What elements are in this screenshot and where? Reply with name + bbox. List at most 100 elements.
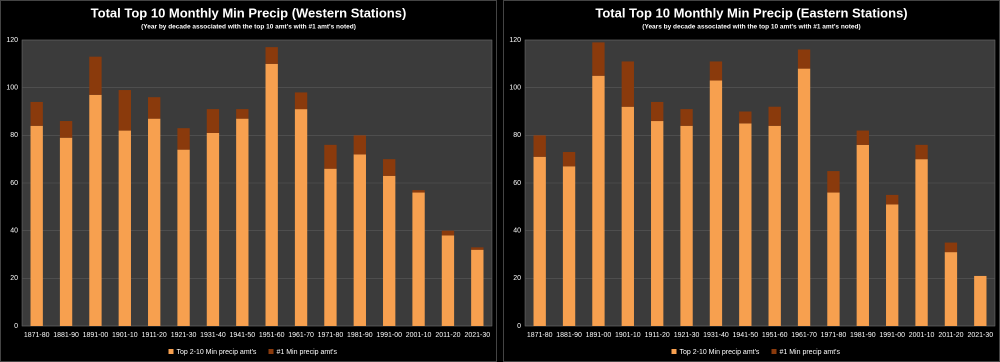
legend-swatch	[671, 349, 677, 354]
x-tick-label: 1921-30	[674, 332, 700, 339]
bar-segment	[562, 152, 576, 167]
x-tick-label: 1951-60	[259, 332, 285, 339]
bar-segment	[30, 101, 43, 126]
bar-segment	[148, 97, 161, 119]
bar-segment	[827, 192, 840, 326]
y-tick-label: 60	[10, 180, 18, 187]
bar-segment	[709, 80, 723, 327]
x-tick-label: 1961-70	[288, 332, 314, 339]
bar-segment	[827, 171, 840, 193]
chart-subtitle: (Years by decade associated with the top…	[642, 24, 860, 31]
legend-swatch	[268, 349, 274, 354]
bar-segment	[533, 156, 546, 326]
y-tick-label: 0	[14, 323, 18, 330]
y-tick-label: 40	[513, 228, 521, 235]
bar-segment	[441, 230, 455, 236]
y-tick-label: 100	[509, 85, 521, 92]
x-tick-label: 1881-90	[53, 332, 79, 339]
x-tick-label: 1991-00	[376, 332, 402, 339]
bar-segment	[856, 144, 869, 326]
bar-segment	[621, 61, 634, 107]
chart-subtitle: (Year by decade associated with the top …	[141, 24, 356, 31]
chart-title: Total Top 10 Monthly Min Precip (Western…	[91, 5, 407, 20]
bar-segment	[383, 159, 396, 176]
x-tick-label: 1871-80	[527, 332, 553, 339]
bar-segment	[236, 109, 249, 119]
bar-segment	[592, 75, 605, 326]
bar-segment	[797, 49, 811, 69]
bar-segment	[680, 109, 693, 126]
bar-segment	[353, 135, 366, 155]
x-tick-label: 1891-00	[586, 332, 612, 339]
x-tick-label: 2011-20	[435, 332, 460, 339]
x-tick-label: 1951-60	[762, 332, 788, 339]
bar-segment	[265, 47, 278, 64]
legend-swatch	[771, 349, 777, 354]
legend-label: Top 2-10 Min precip amt's	[177, 349, 257, 356]
bar-segment	[621, 106, 634, 326]
x-tick-label: 1921-30	[171, 332, 197, 339]
legend-label: #1 Min precip amt's	[780, 349, 841, 356]
bar-segment	[383, 175, 396, 326]
bar-segment	[533, 135, 546, 157]
bar-segment	[177, 149, 190, 326]
legend-label: Top 2-10 Min precip amt's	[680, 349, 760, 356]
bar-segment	[562, 166, 576, 326]
x-tick-label: 1911-20	[142, 332, 167, 339]
x-tick-label: 1911-20	[645, 332, 670, 339]
bar-segment	[412, 190, 425, 193]
x-tick-label: 2011-20	[938, 332, 963, 339]
bar-segment	[30, 125, 43, 326]
bar-segment	[324, 168, 337, 326]
x-tick-label: 1991-00	[879, 332, 905, 339]
bar-segment	[886, 194, 899, 205]
x-tick-label: 2021-30	[967, 332, 993, 339]
bar-segment	[206, 109, 220, 133]
x-tick-label: 2021-30	[464, 332, 490, 339]
chart-title: Total Top 10 Monthly Min Precip (Eastern…	[595, 5, 907, 20]
bar-segment	[59, 137, 73, 326]
bar-segment	[915, 144, 928, 160]
bar-segment	[294, 109, 308, 326]
y-tick-label: 100	[6, 85, 18, 92]
legend-label: #1 Min precip amt's	[277, 349, 338, 356]
bar-segment	[768, 106, 781, 126]
bar-segment	[118, 90, 131, 131]
legend-swatch	[168, 349, 174, 354]
bar-segment	[89, 94, 102, 326]
bar-segment	[89, 56, 102, 95]
x-tick-label: 1971-80	[318, 332, 344, 339]
bar-segment	[148, 118, 161, 327]
bar-segment	[709, 61, 723, 81]
x-tick-label: 1931-40	[200, 332, 226, 339]
bar-segment	[915, 159, 928, 326]
bar-segment	[886, 204, 899, 326]
x-tick-label: 1901-10	[615, 332, 641, 339]
bar-segment	[739, 123, 752, 327]
bar-segment	[768, 125, 781, 326]
x-tick-label: 1961-70	[791, 332, 817, 339]
x-tick-label: 1891-00	[83, 332, 109, 339]
x-tick-label: 1981-90	[850, 332, 876, 339]
x-tick-label: 1871-80	[24, 332, 50, 339]
bar-segment	[265, 63, 278, 326]
x-tick-label: 1981-90	[347, 332, 373, 339]
bar-segment	[59, 121, 73, 138]
x-tick-label: 2001-10	[909, 332, 935, 339]
bar-segment	[412, 192, 425, 326]
bar-segment	[651, 121, 664, 327]
bar-segment	[944, 242, 958, 253]
x-tick-label: 2001-10	[406, 332, 432, 339]
bar-segment	[471, 247, 484, 250]
bar-segment	[236, 118, 249, 327]
bar-segment	[177, 128, 190, 150]
bar-segment	[471, 249, 484, 326]
y-tick-label: 80	[10, 132, 18, 139]
bar-segment	[680, 125, 693, 326]
y-tick-label: 0	[517, 323, 521, 330]
x-tick-label: 1941-50	[732, 332, 758, 339]
y-tick-label: 60	[513, 180, 521, 187]
bar-segment	[206, 132, 220, 326]
bar-segment	[944, 252, 958, 326]
